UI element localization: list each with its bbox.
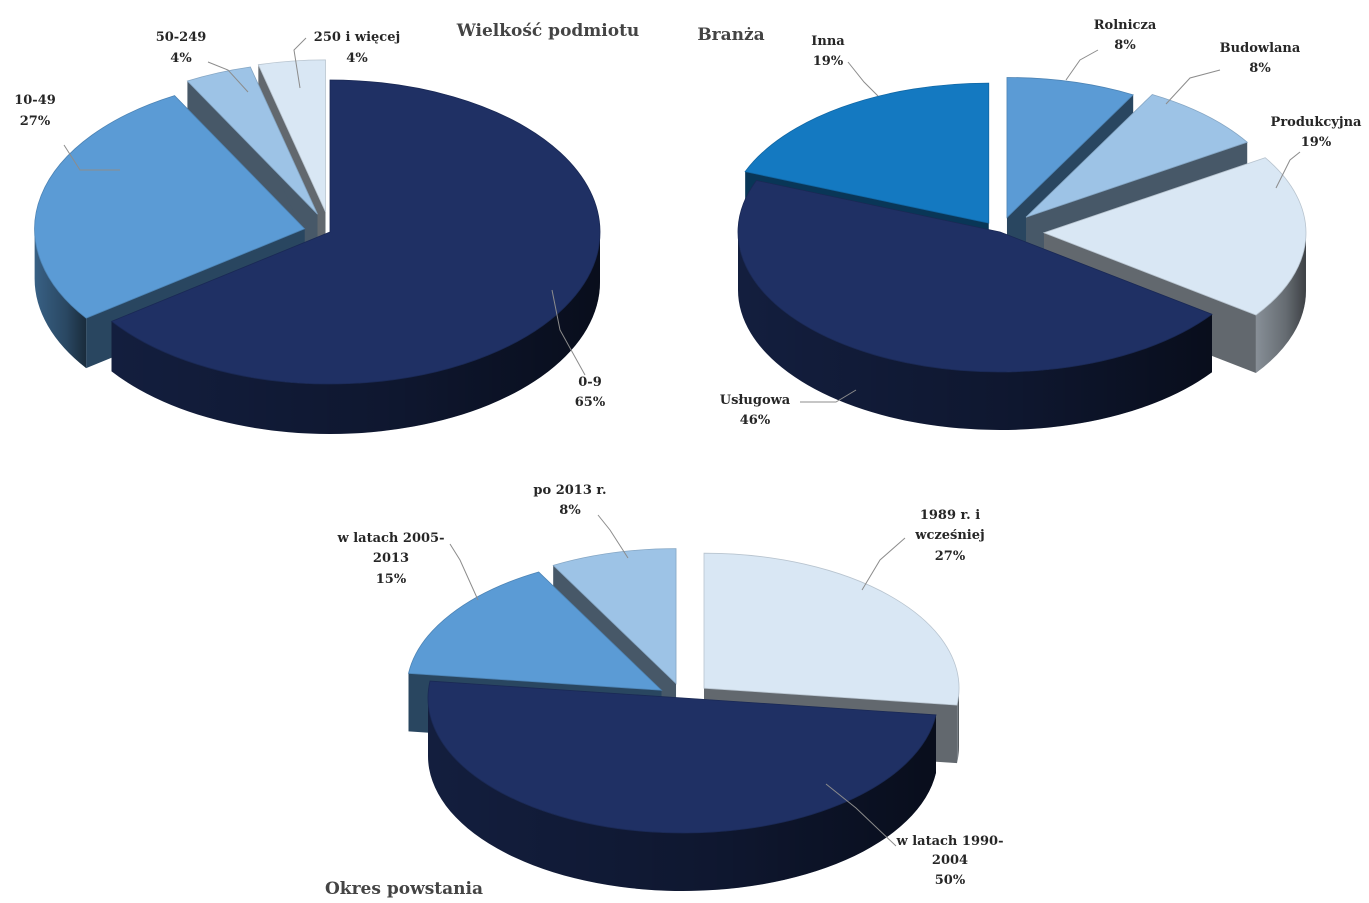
chart-wielkosc-podmiotu: Wielkość podmiotu 0-9 65% 10-49 27% 50-2… — [14, 21, 639, 434]
chart-okres-powstania: Okres powstania 1989 r. i wcześniej 27% … — [325, 483, 1003, 899]
slice-label-rolnicza: Rolnicza — [1094, 18, 1157, 33]
slice-pct-2005: 15% — [376, 572, 407, 587]
label-group-1990-2004: w latach 1990- 2004 50% — [825, 783, 1004, 888]
label-group-250-i-wiecej: 250 i więcej 4% — [293, 30, 400, 89]
slice-pct-uslugowa: 46% — [740, 413, 771, 428]
slice-pct-rolnicza: 8% — [1114, 38, 1136, 53]
label-group-po-2013: po 2013 r. 8% — [533, 483, 629, 559]
slice-label-inna: Inna — [811, 34, 845, 49]
slice-label-uslugowa: Usługowa — [720, 393, 791, 408]
label-group-50-249: 50-249 4% — [156, 30, 249, 93]
slice-pct-0-9: 65% — [575, 395, 606, 410]
chart-branza: Branża Rolnicza 8% Budowlana 8% Produkcy… — [697, 18, 1362, 430]
slice-pct-budowlana: 8% — [1249, 61, 1271, 76]
label-group-2005-2013: w latach 2005- 2013 15% — [337, 531, 479, 601]
label-group-rolnicza: Rolnicza 8% — [1065, 18, 1157, 81]
slice-label-250-i-wiecej: 250 i więcej — [314, 30, 400, 45]
slice-pct-50-249: 4% — [170, 51, 192, 66]
label-group-uslugowa: Usługowa 46% — [720, 389, 857, 428]
label-group-produkcyjna: Produkcyjna 19% — [1271, 115, 1362, 189]
label-group-1989: 1989 r. i wcześniej 27% — [861, 508, 985, 591]
slice-10-49 — [34, 95, 306, 369]
slice-label-1989-line2: wcześniej — [914, 528, 984, 543]
slice-1990-2004 — [427, 680, 937, 892]
slice-uslugowa — [737, 180, 1213, 430]
slice-label-1989-line1: 1989 r. i — [920, 508, 980, 523]
slice-label-2005-line2: 2013 — [373, 551, 409, 566]
slice-pct-po-2013: 8% — [559, 503, 581, 518]
slice-label-0-9: 0-9 — [578, 375, 602, 390]
slice-pct-250-i-wiecej: 4% — [346, 51, 368, 66]
slice-label-10-49: 10-49 — [14, 93, 56, 108]
slice-pct-1989: 27% — [935, 549, 966, 564]
chart-title-okres: Okres powstania — [325, 879, 483, 899]
slice-label-po-2013: po 2013 r. — [533, 483, 606, 498]
label-group-10-49: 10-49 27% — [14, 93, 120, 171]
slice-pct-1990: 50% — [935, 873, 966, 888]
slice-label-50-249: 50-249 — [156, 30, 207, 45]
label-group-budowlana: Budowlana 8% — [1165, 41, 1301, 105]
slice-label-1990-line2: 2004 — [932, 853, 968, 868]
slice-label-2005-line1: w latach 2005- — [337, 531, 445, 546]
slice-pct-produkcyjna: 19% — [1301, 135, 1332, 150]
slice-pct-10-49: 27% — [20, 114, 51, 129]
slice-pct-inna: 19% — [813, 54, 844, 69]
label-group-inna: Inna 19% — [811, 34, 879, 97]
slice-label-budowlana: Budowlana — [1220, 41, 1301, 56]
slice-0-9 — [110, 79, 601, 434]
slice-label-1990-line1: w latach 1990- — [896, 834, 1004, 849]
label-group-0-9: 0-9 65% — [551, 289, 606, 410]
chart-title-branza: Branża — [697, 25, 764, 45]
slice-label-produkcyjna: Produkcyjna — [1271, 115, 1362, 130]
chart-title-wielkosc: Wielkość podmiotu — [456, 21, 640, 41]
